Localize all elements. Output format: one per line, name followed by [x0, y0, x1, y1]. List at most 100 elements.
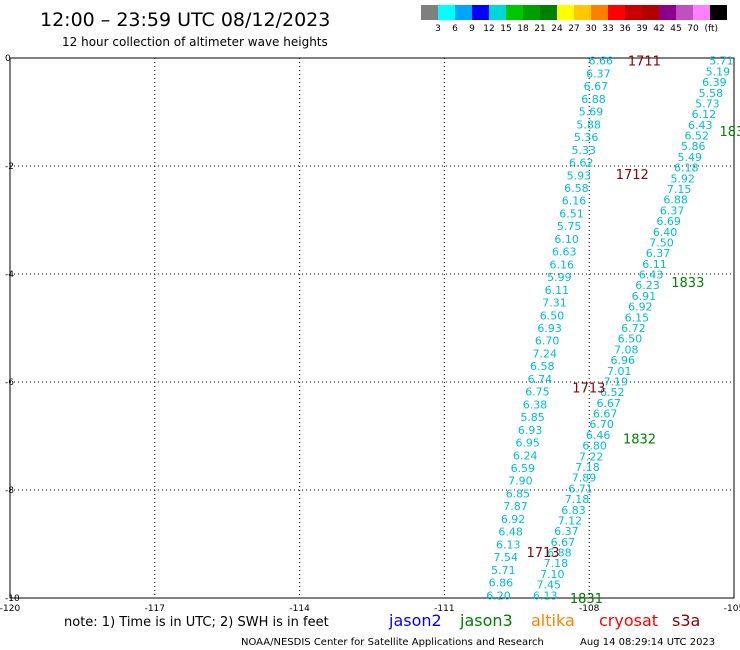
- wave-height-value: 6.69: [656, 215, 681, 228]
- color-scale-tick: 12: [483, 24, 494, 34]
- wave-height-value: 7.18: [575, 461, 600, 474]
- color-scale-legend: 3 6 9 12 15 18 21 24 27 30 33 36 39 42 45 70 (ft): [421, 5, 727, 34]
- wave-height-value: 6.50: [540, 309, 565, 322]
- pass-time-labels: 1711 1712 1713 1713 183 1833 1832 1831: [526, 55, 740, 607]
- satellite-legend-item: s3a: [672, 611, 700, 630]
- wave-height-value: 6.40: [653, 226, 678, 239]
- wave-height-value: 6.62: [569, 157, 594, 170]
- pass-time-label: 1713: [572, 381, 605, 396]
- wave-height-value: 6.37: [646, 247, 671, 260]
- wave-height-value: 6.10: [554, 233, 579, 246]
- color-swatch: [710, 5, 727, 20]
- wave-height-value: 7.19: [603, 375, 628, 388]
- wave-height-value: 6.67: [551, 536, 576, 549]
- color-scale-tick: 21: [534, 24, 545, 34]
- pass-time-label: 1713: [526, 546, 559, 561]
- wave-height-value: 6.93: [537, 322, 562, 335]
- wave-height-value: 6.96: [611, 354, 636, 367]
- wave-height-value: 6.43: [688, 119, 713, 132]
- wave-height-value: 7.22: [579, 450, 604, 463]
- wave-height-value: 6.24: [513, 449, 538, 462]
- color-swatch: [421, 5, 438, 20]
- color-swatch: [455, 5, 472, 20]
- pass-time-label: 1711: [628, 55, 661, 70]
- color-swatch: [659, 5, 676, 20]
- wave-height-value: 6.50: [618, 333, 643, 346]
- wave-height-value: 6.67: [596, 397, 621, 410]
- pass-time-label: 1712: [616, 168, 649, 183]
- pass-time-label: 1832: [623, 433, 656, 448]
- color-scale-tick: 70: [687, 24, 699, 34]
- wave-height-value: 6.52: [600, 386, 625, 399]
- wave-height-value: 7.18: [565, 493, 590, 506]
- wave-height-value: 6.75: [525, 386, 550, 399]
- wave-height-value: 6.16: [562, 195, 587, 208]
- color-scale-tick: 6: [452, 24, 458, 34]
- plot-frame: [9, 57, 735, 599]
- wave-height-value: 5.88: [576, 118, 601, 131]
- color-swatch: [676, 5, 693, 20]
- color-scale-tick: 39: [636, 24, 648, 34]
- y-tick-label: 0: [5, 54, 11, 64]
- satellite-legend-item: cryosat: [599, 611, 658, 630]
- color-scale-unit: (ft): [704, 24, 718, 34]
- generation-timestamp: Aug 14 08:29:14 UTC 2023: [580, 637, 715, 648]
- x-tick-label: -117: [145, 604, 165, 614]
- color-swatch: [438, 5, 455, 20]
- y-tick-label: -8: [5, 486, 14, 496]
- pass-time-label: 183: [720, 125, 740, 140]
- wave-height-value: 6.63: [552, 246, 577, 259]
- wave-height-value: 7.87: [503, 500, 528, 513]
- wave-height-value: 5.71: [709, 55, 734, 68]
- wave-height-value: 6.37: [660, 204, 685, 217]
- wave-height-value: 5.58: [699, 87, 724, 100]
- wave-height-value: 5.86: [681, 140, 706, 153]
- satellite-legend: jason2 jason3 altika cryosat s3a: [388, 611, 700, 630]
- y-axis-ticks: 0 -2 -4 -6 -8 -10: [5, 54, 20, 604]
- wave-height-value: 6.15: [625, 311, 650, 324]
- y-tick-label: -10: [5, 594, 20, 604]
- wave-height-value: 6.70: [589, 418, 614, 431]
- color-scale-tick: 33: [602, 24, 613, 34]
- color-scale-tick: 15: [500, 24, 511, 34]
- y-tick-label: -6: [5, 378, 14, 388]
- color-scale-tick: 42: [653, 24, 664, 34]
- wave-height-value: 6.52: [685, 130, 710, 143]
- wave-height-value: 6.72: [621, 322, 646, 335]
- wave-height-value: 6.88: [581, 93, 606, 106]
- wave-height-value: 7.18: [544, 557, 569, 570]
- satellite-legend-item: jason2: [388, 611, 442, 630]
- wave-height-value: 6.91: [632, 290, 657, 303]
- footer-note: note: 1) Time is in UTC; 2) SWH is in fe…: [64, 615, 329, 630]
- color-swatch: [574, 5, 591, 20]
- wave-height-value: 6.92: [501, 513, 526, 526]
- wave-height-value: 5.99: [547, 271, 572, 284]
- color-swatch: [642, 5, 659, 20]
- color-scale-tick: 45: [670, 24, 681, 34]
- wave-height-value: 6.13: [496, 538, 521, 551]
- wave-height-value: 6.85: [506, 487, 531, 500]
- wave-height-value: 6.48: [498, 526, 523, 539]
- wave-height-value: 6.70: [535, 335, 560, 348]
- wave-height-value: 7.01: [607, 365, 632, 378]
- wave-height-value: 5.75: [557, 220, 582, 233]
- color-scale-tick: 9: [469, 24, 475, 34]
- wave-height-value: 7.24: [532, 347, 557, 360]
- wave-height-value: 5.36: [574, 131, 599, 144]
- wave-height-value: 6.37: [554, 525, 579, 538]
- wave-height-value: 6.46: [586, 429, 611, 442]
- wave-height-value: 6.74: [528, 373, 553, 386]
- wave-height-value: 6.13: [533, 589, 558, 602]
- wave-height-value: 6.59: [511, 462, 536, 475]
- wave-height-value: 6.86: [489, 577, 514, 590]
- y-tick-label: -4: [5, 270, 14, 280]
- color-swatch: [693, 5, 710, 20]
- y-tick-label: -2: [5, 162, 14, 172]
- wave-height-value: 6.83: [561, 504, 586, 517]
- wave-height-value: 6.71: [568, 482, 593, 495]
- wave-height-value: 7.89: [572, 472, 597, 485]
- wave-height-value: 6.51: [559, 207, 584, 220]
- wave-height-value: 5.92: [670, 172, 695, 185]
- color-swatch: [540, 5, 557, 20]
